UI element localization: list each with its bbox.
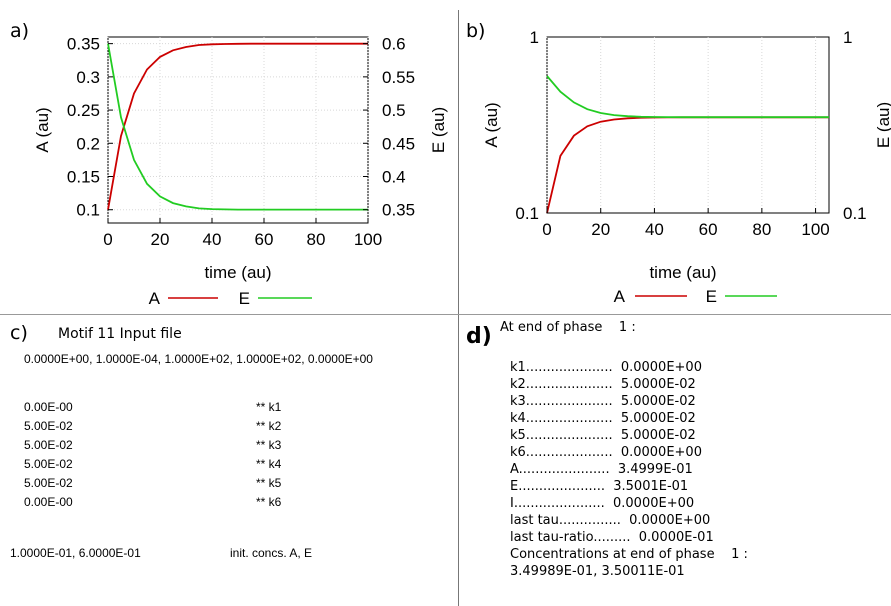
y-tick-label: 0.25: [67, 101, 100, 120]
rate-tag: ** k6: [256, 495, 282, 509]
chart-a-plot-area: [107, 36, 369, 224]
x-tick-label: 60: [255, 230, 274, 249]
y2-tick-label: 0.55: [382, 68, 415, 87]
rate-tag: ** k1: [256, 400, 282, 414]
x-tick-label: 20: [151, 230, 170, 249]
x-tick-label: 100: [801, 220, 829, 239]
chart-a-grid: [107, 37, 369, 223]
x-tick-label: 60: [699, 220, 718, 239]
rate-tag: ** k3: [256, 438, 282, 452]
y-tick-label: 0.2: [76, 134, 100, 153]
result-line: k4..................... 5.0000E-02: [510, 411, 696, 426]
result-line: 3.49989E-01, 3.50011E-01: [510, 564, 685, 579]
result-line: I...................... 0.0000E+00: [510, 496, 695, 511]
y2-tick-label: 0.4: [382, 168, 406, 187]
chart-b: 0 20 40 60 80 100 10.1 10.1 time (au) A (au) …: [482, 28, 891, 306]
x-tick-label: 80: [752, 220, 771, 239]
panel-c-title: Motif 11 Input file: [58, 326, 182, 342]
rate-value: 5.00E-02: [24, 476, 73, 490]
y-tick-label: 0.3: [76, 68, 100, 87]
y2-tick-label: 0.5: [382, 101, 406, 120]
panel-c-header-line: 0.0000E+00, 1.0000E-04, 1.0000E+02, 1.00…: [24, 352, 373, 366]
x-tick-label: 80: [307, 230, 326, 249]
rate-value: 5.00E-02: [24, 419, 73, 433]
result-line: E..................... 3.5001E-01: [510, 479, 689, 494]
panel-d-title: At end of phase 1 :: [500, 320, 636, 335]
rate-tag: ** k4: [256, 457, 282, 471]
rate-tag: ** k2: [256, 419, 282, 433]
rate-value: 5.00E-02: [24, 457, 73, 471]
chart-b-legend-A: A: [614, 287, 626, 306]
series-line-A: [107, 42, 368, 210]
rate-tag: ** k5: [256, 476, 282, 490]
y2-tick-label: 1: [843, 28, 852, 47]
result-line: last tau............... 0.0000E+00: [510, 513, 711, 528]
chart-a-xlabel: time (au): [204, 263, 271, 282]
panel-d-label: d): [466, 324, 492, 349]
result-line: k3..................... 5.0000E-02: [510, 394, 696, 409]
init-label: init. concs. A, E: [230, 546, 313, 560]
y-tick-label: 0.1: [515, 204, 539, 223]
chart-b-y-ticks: 10.1: [515, 28, 552, 223]
chart-b-legend-E: E: [706, 287, 717, 306]
x-tick-label: 100: [354, 230, 382, 249]
chart-a-y2label: E (au): [429, 107, 448, 153]
y-tick-label: 0.1: [76, 201, 100, 220]
chart-a-lines: [107, 42, 368, 211]
result-line: Concentrations at end of phase 1 :: [510, 547, 748, 562]
x-tick-label: 0: [542, 220, 551, 239]
panel-b-label: b): [466, 20, 486, 42]
result-line: k1..................... 0.0000E+00: [510, 360, 702, 375]
chart-a-y-ticks: 0.35 0.3 0.25 0.2 0.15 0.1: [67, 35, 113, 220]
y-tick-label: 0.35: [67, 35, 100, 54]
series-line-A: [546, 116, 829, 214]
result-line: last tau-ratio......... 0.0000E-01: [510, 530, 714, 545]
vertical-divider: [458, 10, 459, 606]
chart-b-xlabel: time (au): [649, 263, 716, 282]
series-line-E: [107, 43, 368, 211]
rate-value: 0.00E-00: [24, 495, 73, 509]
chart-b-ylabel: A (au): [482, 102, 501, 147]
chart-b-y2-ticks: 10.1: [824, 28, 867, 223]
result-line: k6..................... 0.0000E+00: [510, 445, 702, 460]
x-tick-label: 0: [103, 230, 112, 249]
x-tick-label: 20: [591, 220, 610, 239]
chart-a-x-ticks: 0 20 40 60 80 100: [103, 218, 382, 249]
series-line-E: [546, 75, 829, 119]
init-values: 1.0000E-01, 6.0000E-01: [10, 546, 141, 560]
x-tick-label: 40: [203, 230, 222, 249]
chart-a-ylabel: A (au): [33, 107, 52, 152]
chart-a-legend-E: E: [239, 289, 250, 308]
chart-b-y2label: E (au): [874, 102, 891, 148]
chart-a-legend-A: A: [149, 289, 161, 308]
y2-tick-label: 0.45: [382, 134, 415, 153]
rate-value: 5.00E-02: [24, 438, 73, 452]
chart-a-y2-ticks: 0.6 0.55 0.5 0.45 0.4 0.35: [363, 35, 415, 220]
chart-b-grid: [546, 37, 817, 213]
y2-tick-label: 0.35: [382, 201, 415, 220]
result-line: A...................... 3.4999E-01: [510, 462, 693, 477]
panel-a-label: a): [10, 20, 30, 42]
x-tick-label: 40: [645, 220, 664, 239]
chart-a: 0 20 40 60 80 100 0.350.30.250.20.150.1 0.60.…: [33, 35, 448, 308]
result-line: k2..................... 5.0000E-02: [510, 377, 696, 392]
chart-b-lines: [546, 75, 829, 214]
horizontal-divider: [0, 314, 891, 315]
result-line: k5..................... 5.0000E-02: [510, 428, 696, 443]
y2-tick-label: 0.6: [382, 35, 406, 54]
y2-tick-label: 0.1: [843, 204, 867, 223]
rate-value: 0.00E-00: [24, 400, 73, 414]
panel-c-label: c): [10, 322, 28, 344]
y-tick-label: 1: [530, 28, 539, 47]
y-tick-label: 0.15: [67, 168, 100, 187]
chart-b-x-ticks: 0 20 40 60 80 100: [542, 208, 830, 239]
